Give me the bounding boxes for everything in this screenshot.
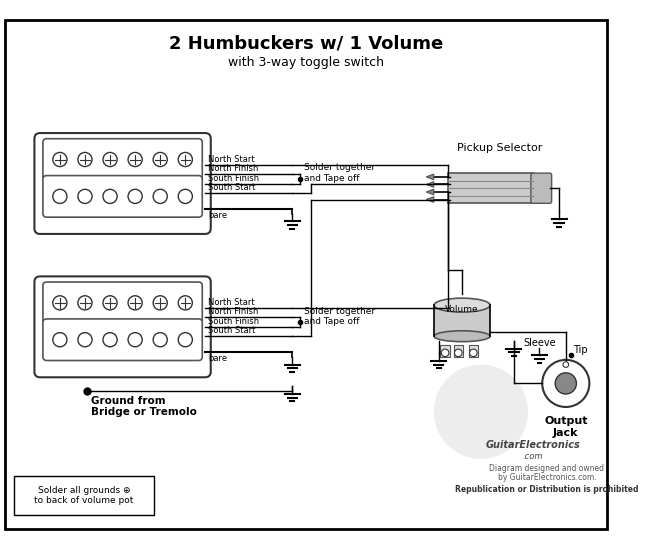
Circle shape xyxy=(441,349,449,357)
Circle shape xyxy=(53,333,67,347)
Text: Diagram designed and owned: Diagram designed and owned xyxy=(489,464,604,473)
FancyBboxPatch shape xyxy=(531,173,552,203)
Circle shape xyxy=(128,333,142,347)
Circle shape xyxy=(542,360,589,407)
Circle shape xyxy=(470,349,477,357)
Circle shape xyxy=(103,296,117,310)
Text: and Tape off: and Tape off xyxy=(304,317,359,326)
Text: 2 Humbuckers w/ 1 Volume: 2 Humbuckers w/ 1 Volume xyxy=(169,35,443,53)
Circle shape xyxy=(178,189,192,204)
Text: Solder together: Solder together xyxy=(304,306,374,316)
Circle shape xyxy=(153,296,167,310)
Text: Output
Jack: Output Jack xyxy=(544,417,587,438)
Text: with 3-way toggle switch: with 3-way toggle switch xyxy=(228,57,384,69)
Circle shape xyxy=(103,189,117,204)
Circle shape xyxy=(153,189,167,204)
Circle shape xyxy=(78,189,92,204)
Text: North Start: North Start xyxy=(208,155,254,164)
Circle shape xyxy=(434,365,528,459)
Text: Tip: Tip xyxy=(573,345,588,355)
Circle shape xyxy=(563,362,569,367)
Bar xyxy=(434,305,490,339)
Text: South Start: South Start xyxy=(208,183,255,192)
Circle shape xyxy=(128,153,142,166)
Text: .com: .com xyxy=(522,451,543,461)
Circle shape xyxy=(128,296,142,310)
Text: South Finish: South Finish xyxy=(208,173,259,183)
Text: Pickup Selector: Pickup Selector xyxy=(457,143,543,153)
Text: GuitarElectronics: GuitarElectronics xyxy=(485,440,580,450)
Ellipse shape xyxy=(434,298,490,312)
FancyBboxPatch shape xyxy=(43,319,202,361)
Text: Republication or Distribution is prohibited: Republication or Distribution is prohibi… xyxy=(455,485,639,494)
Circle shape xyxy=(153,153,167,166)
Text: Solder together: Solder together xyxy=(304,163,374,172)
Text: North Finish: North Finish xyxy=(208,307,258,316)
Circle shape xyxy=(78,333,92,347)
Text: by GuitarElectronics.com.: by GuitarElectronics.com. xyxy=(498,473,596,482)
Circle shape xyxy=(78,296,92,310)
Text: North Start: North Start xyxy=(208,298,254,307)
Text: bare: bare xyxy=(208,211,227,220)
FancyBboxPatch shape xyxy=(34,133,211,234)
Bar xyxy=(454,345,463,357)
Text: North Finish: North Finish xyxy=(208,164,258,173)
FancyBboxPatch shape xyxy=(34,276,211,377)
Text: and Tape off: and Tape off xyxy=(304,173,359,183)
Polygon shape xyxy=(426,174,434,180)
Circle shape xyxy=(128,189,142,204)
Bar xyxy=(448,173,533,203)
Bar xyxy=(469,345,478,357)
Polygon shape xyxy=(426,182,434,187)
Circle shape xyxy=(178,153,192,166)
Text: Sleeve: Sleeve xyxy=(523,338,556,348)
Circle shape xyxy=(153,333,167,347)
Text: Ground from
Bridge or Tremolo: Ground from Bridge or Tremolo xyxy=(92,396,197,417)
FancyBboxPatch shape xyxy=(43,282,202,323)
Text: Volume: Volume xyxy=(445,305,479,315)
Circle shape xyxy=(103,333,117,347)
Circle shape xyxy=(103,153,117,166)
Circle shape xyxy=(178,333,192,347)
Circle shape xyxy=(178,296,192,310)
Polygon shape xyxy=(426,197,434,203)
Circle shape xyxy=(53,189,67,204)
FancyBboxPatch shape xyxy=(43,176,202,217)
FancyBboxPatch shape xyxy=(43,139,202,180)
Text: South Start: South Start xyxy=(208,326,255,335)
Text: bare: bare xyxy=(208,354,227,363)
Circle shape xyxy=(53,153,67,166)
Polygon shape xyxy=(426,189,434,195)
Text: South Finish: South Finish xyxy=(208,317,259,326)
Circle shape xyxy=(78,153,92,166)
Ellipse shape xyxy=(434,331,490,341)
Circle shape xyxy=(53,296,67,310)
Bar xyxy=(441,345,450,357)
Bar xyxy=(14,476,154,516)
Text: Solder all grounds ⊕
to back of volume pot: Solder all grounds ⊕ to back of volume p… xyxy=(34,486,134,505)
Circle shape xyxy=(454,349,462,357)
Circle shape xyxy=(555,373,576,394)
